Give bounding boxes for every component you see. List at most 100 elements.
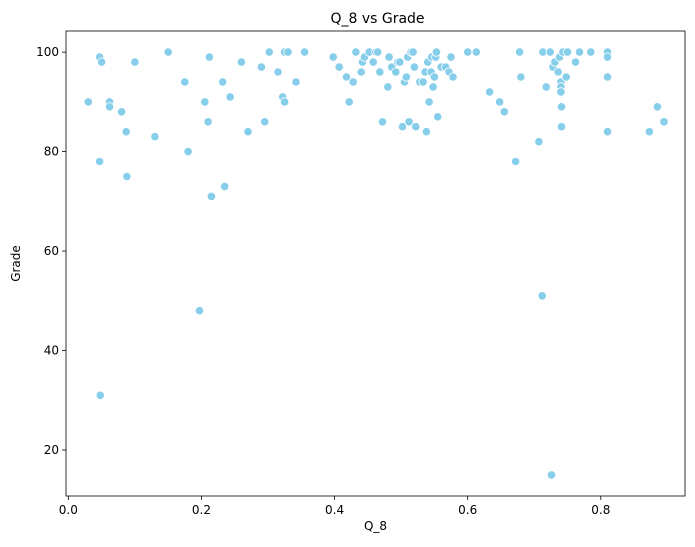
- data-point: [334, 62, 344, 72]
- data-point: [122, 171, 132, 182]
- data-point: [556, 122, 567, 132]
- y-axis: 20 40 60 80 100: [36, 45, 66, 457]
- y-tick-label: 80: [44, 145, 59, 159]
- data-points: [83, 47, 669, 480]
- data-point: [546, 470, 557, 480]
- data-point: [95, 390, 105, 400]
- x-axis-label: Q_8: [364, 519, 387, 533]
- data-point: [499, 107, 509, 117]
- data-point: [377, 117, 388, 127]
- data-point: [553, 67, 563, 77]
- data-point: [404, 117, 414, 127]
- plot-area: [65, 30, 686, 497]
- data-point: [83, 97, 93, 107]
- data-point: [383, 82, 393, 92]
- data-point: [121, 127, 131, 137]
- data-point: [163, 47, 173, 57]
- data-point: [279, 97, 290, 107]
- data-point: [421, 127, 431, 137]
- data-point: [368, 57, 378, 67]
- data-point: [556, 102, 567, 112]
- data-point: [659, 117, 669, 127]
- data-point: [510, 156, 521, 167]
- x-tick-label: 0.2: [192, 503, 211, 517]
- data-point: [545, 47, 555, 57]
- y-tick-label: 100: [36, 45, 59, 59]
- data-point: [397, 122, 408, 132]
- data-point: [409, 62, 419, 72]
- data-point: [204, 52, 214, 62]
- data-point: [180, 77, 190, 87]
- y-tick-label: 20: [44, 443, 59, 457]
- data-point: [218, 77, 228, 87]
- data-point: [446, 52, 456, 62]
- data-point: [570, 57, 581, 67]
- data-point: [351, 47, 361, 57]
- data-point: [291, 77, 301, 87]
- chart-title: Q_8 vs Grade: [330, 11, 424, 27]
- data-point: [652, 102, 663, 112]
- plot-frame: [65, 30, 686, 497]
- data-point: [484, 87, 495, 97]
- data-point: [418, 77, 428, 87]
- data-point: [602, 52, 613, 62]
- data-point: [273, 67, 283, 77]
- data-point: [534, 137, 544, 147]
- data-point: [516, 72, 526, 82]
- data-point: [328, 52, 338, 62]
- data-point: [541, 82, 551, 92]
- data-point: [356, 67, 366, 77]
- data-point: [283, 47, 293, 57]
- data-point: [431, 47, 441, 57]
- data-point: [562, 47, 573, 57]
- y-axis-label: Grade: [9, 245, 23, 282]
- y-tick-label: 40: [44, 344, 59, 358]
- data-point: [408, 47, 418, 57]
- data-point: [602, 127, 613, 137]
- data-point: [194, 306, 205, 316]
- y-tick-label: 60: [44, 244, 59, 258]
- x-tick-label: 0.8: [591, 503, 610, 517]
- data-point: [556, 87, 566, 97]
- data-point: [97, 57, 107, 67]
- data-point: [341, 72, 352, 82]
- data-point: [494, 97, 505, 107]
- data-point: [375, 67, 385, 77]
- data-point: [206, 191, 216, 201]
- data-point: [471, 47, 481, 57]
- data-point: [150, 132, 160, 142]
- data-point: [299, 47, 310, 57]
- data-point: [411, 122, 421, 132]
- data-point: [95, 156, 105, 167]
- data-point: [344, 97, 354, 107]
- data-point: [183, 147, 193, 157]
- data-point: [236, 57, 246, 67]
- data-point: [130, 57, 140, 67]
- data-point: [260, 117, 270, 127]
- data-point: [391, 67, 401, 77]
- x-axis: 0.0 0.2 0.4 0.6 0.8: [59, 496, 610, 517]
- data-point: [373, 47, 383, 57]
- data-point: [256, 62, 266, 72]
- data-point: [586, 47, 596, 57]
- data-point: [424, 97, 434, 107]
- data-point: [264, 47, 274, 57]
- data-point: [602, 72, 613, 82]
- data-point: [537, 291, 547, 301]
- data-point: [395, 57, 405, 67]
- x-tick-label: 0.4: [325, 503, 344, 517]
- data-point: [514, 47, 525, 57]
- data-point: [433, 112, 443, 122]
- data-point: [428, 82, 438, 92]
- data-point: [644, 127, 655, 137]
- data-point: [225, 92, 235, 102]
- data-point: [200, 97, 210, 107]
- data-point: [574, 47, 585, 57]
- data-point: [561, 72, 571, 82]
- data-point: [203, 117, 213, 127]
- data-point: [348, 77, 358, 87]
- data-point: [105, 102, 115, 112]
- data-point: [117, 107, 127, 117]
- data-point: [220, 181, 230, 191]
